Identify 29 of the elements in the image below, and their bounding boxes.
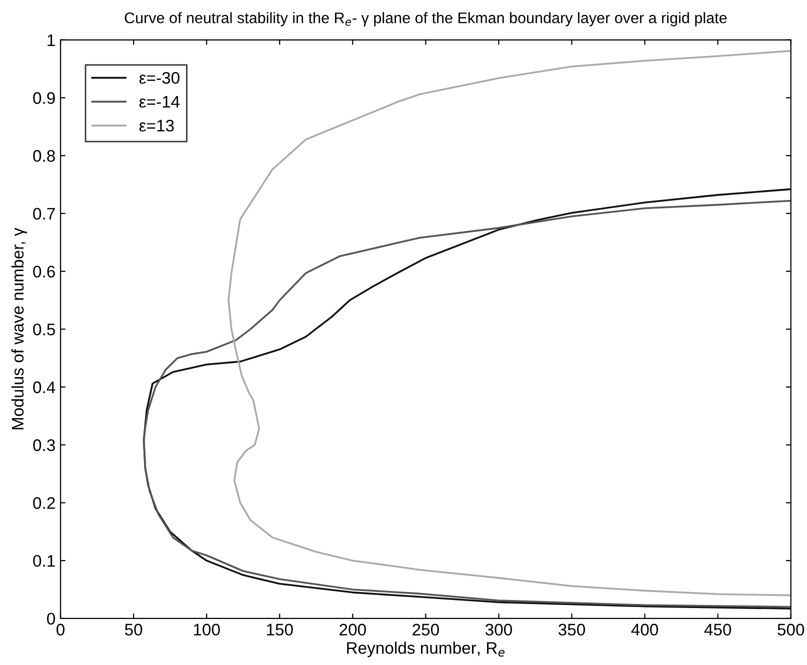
x-tick-label: 200 [340,624,366,636]
legend-label: ε=-30 [139,72,180,84]
x-axis-title: Reynolds number, R$_{e}$ [347,642,505,658]
y-tick-label: 0.1 [33,554,55,567]
x-tick-label: 450 [704,624,732,636]
x-tick-label: 100 [194,624,220,636]
x-tick-label: 350 [558,624,586,636]
x-tick-label: 400 [631,624,658,636]
y-tick-label: 0.9 [33,92,55,104]
x-tick-label: 0 [56,624,65,636]
y-tick-label: 0.8 [33,150,55,162]
y-tick-label: 0.7 [33,208,55,220]
y-tick-label: 0.2 [33,497,55,509]
x-tick-label: 150 [266,624,293,636]
legend-label: ε=-14 [139,96,180,108]
y-tick-label: 0.6 [33,266,55,278]
y-axis-title: Modulus of wave number, γ [11,228,27,430]
y-tick-label: 0.4 [33,381,56,394]
y-tick-label: 0.3 [33,439,55,452]
legend-label: ε=13 [139,120,174,132]
chart-title: Curve of neutral stability in the R$_{e}$- γ plane of the Ekman boundary layer over a rigid plate [124,12,727,26]
x-tick-label: 50 [124,624,142,636]
y-tick-label: 1 [48,34,55,46]
line-series [228,50,791,596]
y-tick-label: 0 [47,612,56,625]
x-tick-label: 300 [485,624,512,636]
x-tick-label: 250 [412,624,439,636]
y-tick-label: 0.5 [33,324,55,336]
x-tick-label: 500 [778,624,804,636]
